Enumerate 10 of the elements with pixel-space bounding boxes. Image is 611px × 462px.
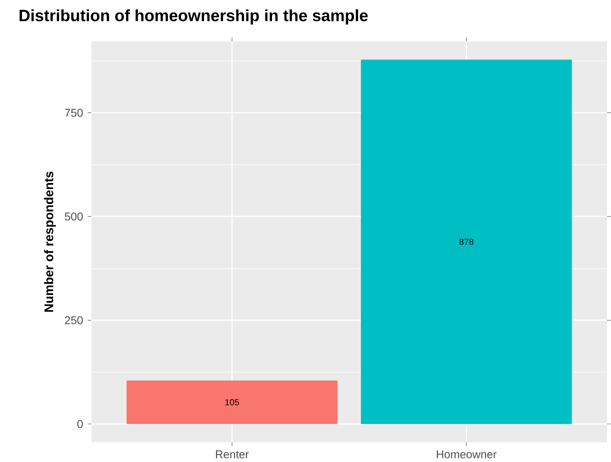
x-tick-label: Homeowner [436,450,497,458]
y-axis-title: Number of respondents [44,171,56,312]
y-tick-label: 500 [64,212,83,220]
x-tick-label: Renter [216,450,249,458]
data-label: 878 [459,238,474,245]
chart-title: Distribution of homeownership in the sample [20,9,368,24]
y-tick-label: 250 [64,316,83,324]
y-tick-label: 0 [77,420,83,428]
y-tick-label: 750 [64,108,83,117]
data-label: 105 [225,398,239,406]
